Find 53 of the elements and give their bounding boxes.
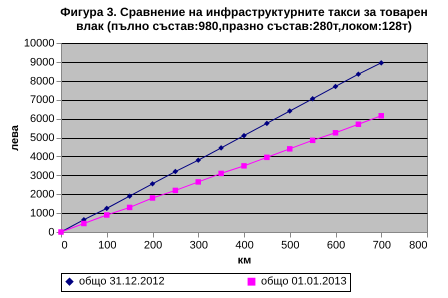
- point: [104, 212, 110, 218]
- x-tick-label: 800: [409, 240, 428, 252]
- legend-label: общо 31.12.2012: [79, 276, 165, 288]
- y-tick-label: 4000: [30, 150, 54, 163]
- point: [378, 113, 384, 119]
- point: [287, 108, 292, 114]
- point: [378, 60, 384, 66]
- x-axis-title: км: [238, 254, 252, 266]
- point: [150, 195, 156, 201]
- point: [241, 132, 247, 138]
- text: Фигура 3. Сравнение на инфраструктурните такси за товарен: [60, 5, 428, 19]
- point: [241, 163, 247, 169]
- point: [196, 157, 201, 163]
- x-tick-label: 100: [98, 240, 116, 252]
- x-tick-label: 0: [62, 240, 68, 252]
- point: [332, 130, 338, 136]
- x-tick-label: 700: [372, 240, 391, 252]
- point: [218, 170, 224, 176]
- x-tick-label: 500: [281, 240, 300, 252]
- point: [310, 138, 316, 144]
- y-tick-label: 0: [48, 226, 54, 238]
- y-tick-label: 6000: [30, 113, 54, 126]
- point: [104, 206, 110, 212]
- point: [126, 193, 132, 199]
- point: [81, 220, 87, 226]
- y-tick-label: 10000: [24, 38, 54, 50]
- point: [310, 96, 316, 102]
- y-tick-label: 1000: [30, 208, 54, 220]
- legend-label: общо 01.01.2013: [261, 276, 347, 288]
- point: [332, 84, 338, 90]
- point: [126, 204, 132, 210]
- point: [172, 188, 178, 194]
- point: [356, 122, 362, 128]
- point: [172, 168, 178, 174]
- point: [218, 145, 224, 151]
- point: [264, 154, 270, 160]
- y-tick-label: 8000: [30, 75, 54, 88]
- point: [196, 179, 201, 185]
- text: влак (пълно състав:980,празно състав:280т,локом:128т): [76, 19, 412, 33]
- y-tick-label: 3000: [30, 170, 54, 182]
- y-axis-title: лева: [8, 124, 21, 151]
- x-tick-label: 400: [235, 240, 254, 252]
- y-tick-label: 7000: [30, 94, 54, 106]
- point: [264, 120, 270, 126]
- x-tick-label: 300: [190, 240, 208, 252]
- x-tick-label: 200: [144, 240, 162, 252]
- y-tick-label: 5000: [30, 132, 54, 144]
- point: [150, 181, 156, 187]
- point: [356, 71, 362, 77]
- x-tick-label: 600: [326, 240, 346, 252]
- point: [287, 146, 292, 152]
- y-tick-label: 9000: [30, 56, 54, 68]
- y-tick-label: 2000: [30, 188, 54, 201]
